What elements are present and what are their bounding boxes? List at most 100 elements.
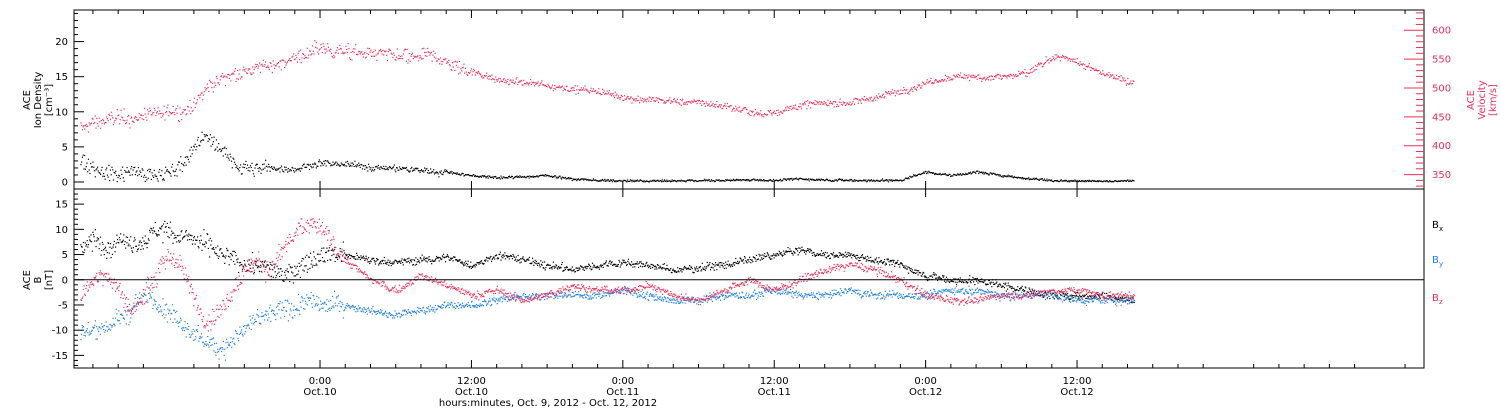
bx-point [700, 270, 702, 272]
velocity-point [414, 55, 417, 57]
bx-point [132, 251, 134, 253]
by-point [411, 310, 413, 312]
velocity-point [286, 61, 289, 63]
density-point [285, 166, 287, 169]
bx-point [432, 260, 434, 262]
bx-point [698, 266, 700, 268]
velocity-point [87, 131, 90, 133]
velocity-point [698, 99, 700, 101]
density-point [505, 177, 507, 179]
density-point [536, 175, 538, 177]
bx-point [901, 263, 903, 265]
density-point [1109, 180, 1112, 182]
by-point [300, 306, 302, 308]
velocity-point [838, 101, 841, 103]
bx-point [633, 263, 635, 265]
density-point [639, 179, 641, 181]
bx-point [403, 258, 406, 260]
bx-point [390, 265, 392, 267]
bx-point [843, 253, 845, 256]
bx-point [726, 263, 728, 265]
density-point [774, 180, 776, 182]
density-point [439, 172, 442, 174]
velocity-point [572, 89, 574, 91]
velocity-point [761, 115, 763, 117]
velocity-point [881, 96, 883, 98]
density-point [445, 169, 448, 171]
density-point [1070, 180, 1072, 182]
bx-point [451, 257, 453, 259]
bx-point [130, 247, 132, 249]
density-point [871, 180, 873, 182]
bx-point [566, 266, 568, 269]
velocity-point [241, 76, 243, 78]
velocity-point [444, 58, 446, 60]
bx-point [538, 262, 540, 264]
density-point [521, 176, 523, 178]
bx-point [201, 249, 203, 251]
velocity-point [912, 90, 914, 93]
density-point [1087, 179, 1089, 182]
velocity-point [701, 104, 703, 106]
density-point [529, 175, 531, 177]
by-point [358, 308, 360, 310]
velocity-point [329, 50, 331, 52]
by-point [241, 329, 243, 331]
density-point [670, 181, 672, 183]
velocity-point [1130, 80, 1132, 82]
bx-point [129, 245, 131, 247]
bx-point [427, 259, 430, 261]
bx-point [174, 234, 176, 236]
bx-point [424, 257, 426, 259]
velocity-point [887, 92, 889, 94]
bx-point [979, 281, 981, 283]
by-point [202, 342, 204, 344]
bx-point [1064, 294, 1066, 296]
bx-point [672, 268, 674, 270]
density-point [577, 178, 579, 180]
velocity-point [131, 116, 133, 118]
bx-point [754, 256, 756, 259]
velocity-point [892, 92, 894, 94]
bx-point [755, 260, 757, 262]
velocity-point [839, 98, 841, 100]
bx-point [549, 267, 551, 269]
bx-point [1033, 291, 1035, 293]
density-point [515, 176, 517, 178]
bx-point [1092, 295, 1094, 297]
density-point [997, 174, 999, 176]
velocity-point [883, 97, 885, 99]
density-point [372, 166, 374, 169]
density-point [455, 172, 457, 174]
velocity-point [1037, 64, 1039, 66]
density-point [1049, 179, 1051, 181]
bx-point [770, 255, 772, 257]
density-point [134, 166, 136, 169]
density-point [516, 175, 518, 177]
velocity-point [833, 106, 835, 108]
density-point [731, 179, 733, 182]
velocity-point [599, 92, 601, 95]
by-point [125, 311, 127, 313]
velocity-point [621, 95, 623, 98]
velocity-point [395, 56, 398, 58]
bx-point [877, 263, 879, 265]
bx-point [871, 260, 873, 262]
bx-point [728, 265, 730, 267]
density-point [369, 168, 371, 170]
bx-point [321, 256, 324, 259]
velocity-point [656, 99, 658, 101]
density-point [179, 169, 181, 171]
bx-point [159, 227, 161, 229]
velocity-point [713, 105, 715, 107]
density-point [790, 178, 792, 180]
bx-point [1073, 294, 1075, 297]
velocity-point [989, 75, 991, 77]
bx-point [639, 265, 642, 267]
velocity-point [915, 88, 917, 90]
velocity-point [716, 100, 718, 103]
density-point [354, 160, 356, 162]
bx-point [848, 252, 850, 254]
density-point [85, 166, 87, 168]
density-point [998, 175, 1000, 177]
